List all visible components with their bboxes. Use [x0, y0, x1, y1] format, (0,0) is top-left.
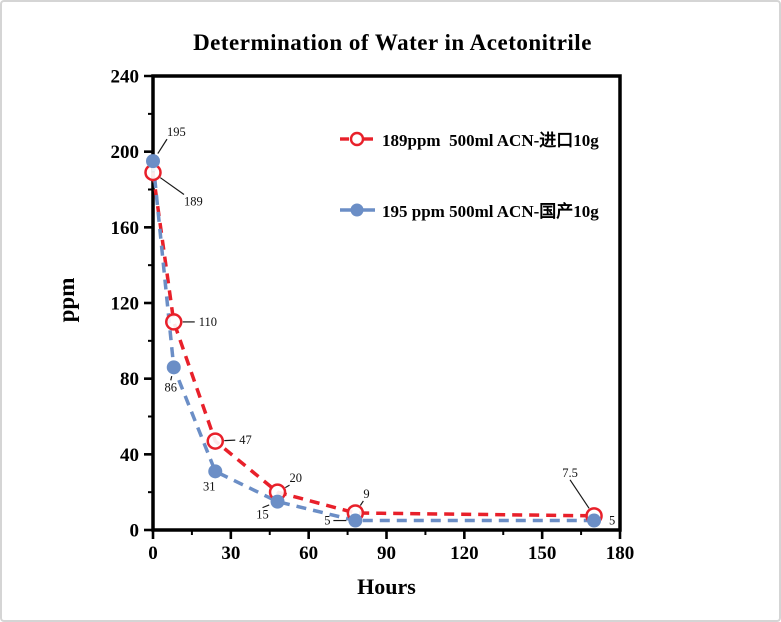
svg-text:80: 80 [120, 369, 139, 390]
blue-line-filled-circle-icon [340, 203, 375, 216]
svg-text:150: 150 [528, 543, 557, 564]
svg-text:160: 160 [111, 218, 140, 239]
legend-label-domestic: 195 ppm 500ml ACN-国产10g [382, 202, 599, 221]
svg-text:5: 5 [324, 514, 330, 528]
svg-text:195: 195 [167, 125, 186, 139]
svg-text:90: 90 [377, 543, 396, 564]
svg-text:120: 120 [111, 294, 140, 315]
svg-text:47: 47 [239, 433, 252, 447]
legend-item-domestic: 195 ppm 500ml ACN-国产10g [339, 197, 599, 222]
x-axis-title: Hours [357, 574, 416, 599]
svg-text:60: 60 [299, 543, 318, 564]
svg-text:9: 9 [363, 487, 369, 501]
legend-item-imported: 189ppm 500ml ACN-进口10g [339, 126, 599, 151]
svg-text:86: 86 [165, 380, 178, 394]
red-dashed-open-circle-icon [340, 131, 373, 146]
svg-text:200: 200 [111, 142, 140, 163]
svg-text:240: 240 [111, 67, 140, 88]
svg-text:0: 0 [130, 521, 140, 542]
svg-text:189: 189 [184, 194, 203, 208]
svg-text:120: 120 [450, 543, 479, 564]
svg-text:15: 15 [256, 508, 269, 522]
svg-text:5: 5 [609, 514, 615, 528]
svg-text:20: 20 [290, 471, 303, 485]
svg-text:30: 30 [221, 543, 240, 564]
legend: 189ppm 500ml ACN-进口10g 195 ppm 500ml ACN… [339, 126, 599, 222]
svg-text:180: 180 [606, 543, 635, 564]
svg-text:7.5: 7.5 [562, 466, 578, 480]
y-axis-title: ppm [54, 277, 79, 323]
svg-text:110: 110 [199, 315, 217, 329]
svg-text:40: 40 [120, 445, 139, 466]
svg-text:31: 31 [203, 479, 216, 493]
chart-title: Determination of Water in Acetonitrile [193, 30, 592, 55]
legend-label-imported: 189ppm 500ml ACN-进口10g [382, 131, 599, 150]
svg-text:0: 0 [148, 543, 158, 564]
